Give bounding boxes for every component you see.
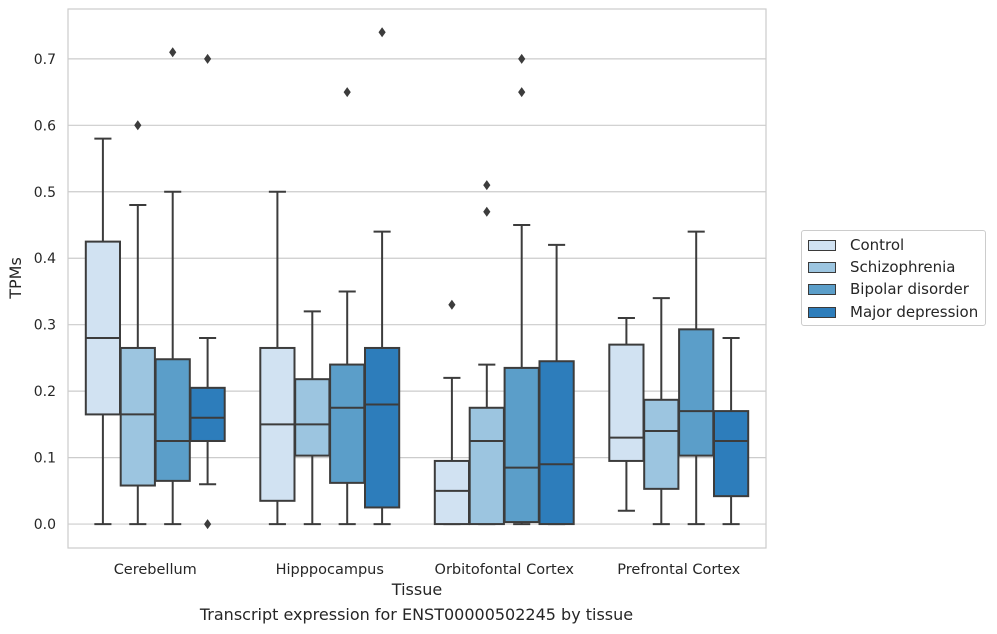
y-tick-label: 0.6 [34,118,56,134]
box-plot [84,137,122,526]
figure-caption: Transcript expression for ENST0000050224… [199,605,634,624]
outlier-point [518,87,526,98]
outlier-point [343,87,351,98]
legend-swatch-control [808,239,836,251]
box-plot [608,317,645,512]
box-plot [538,243,575,526]
outlier-point [169,47,177,58]
box-iqr [643,398,680,490]
outlier-point [448,299,456,310]
x-tick-label: Hipppocampus [276,562,384,578]
box-plots [84,27,750,530]
box-plot [259,190,296,526]
plot-frame [67,8,767,549]
y-tick-label: 0.0 [34,517,56,533]
box-plot [294,310,331,526]
box-iqr [712,410,750,498]
x-axis-label: Tissue [391,580,442,599]
box-iqr [678,328,715,457]
y-tick-label: 0.3 [34,318,56,334]
legend-label-control: Control [850,236,905,254]
box-plot [363,27,401,526]
legend-item-major-depression: Major depression [808,302,978,322]
box-plot [119,120,156,526]
outlier-point [204,53,212,64]
legend-swatch-schizophrenia [808,261,836,273]
y-tick-label: 0.1 [34,451,56,467]
y-tick-label: 0.7 [34,52,56,68]
outlier-point [134,120,142,131]
legend-item-control: Control [808,235,904,255]
y-axis-label: TPMs [6,257,25,300]
y-tick-label: 0.4 [34,251,56,267]
legend-item-schizophrenia: Schizophrenia [808,257,955,277]
box-plot [468,180,505,526]
x-tick-label: Cerebellum [114,562,197,578]
box-iqr [433,459,471,526]
box-iqr [119,346,156,487]
box-plot [329,87,366,526]
box-iqr [538,360,575,526]
box-iqr [608,343,645,462]
outlier-point [378,27,386,38]
x-tick-label: Prefrontal Cortex [617,562,740,578]
legend-label-major-depression: Major depression [850,303,979,321]
box-iqr [329,363,366,484]
legend-item-bipolar-disorder: Bipolar disorder [808,279,969,299]
outlier-point [518,53,526,64]
box-iqr [154,358,191,482]
legend-label-bipolar-disorder: Bipolar disorder [850,280,969,298]
box-plot [433,299,471,526]
box-plot [712,336,750,526]
box-plot [189,53,226,530]
axis-ticks: 0.0 0.1 0.2 0.3 0.4 0.5 0.6 0.7 Cerebellum Hipppo… [34,52,741,578]
box-plot [154,47,191,526]
x-tick-label: Orbitofontal Cortex [435,562,575,578]
box-iqr [468,406,505,526]
outlier-point [483,206,491,217]
y-tick-label: 0.5 [34,185,56,201]
outlier-point [483,180,491,191]
box-iqr [84,240,122,416]
box-plot [643,297,680,526]
legend-label-schizophrenia: Schizophrenia [850,258,956,276]
legend-swatch-bipolar-disorder [808,283,836,295]
box-iqr [363,346,401,509]
box-iqr [189,386,226,442]
legend-swatch-major-depression [808,306,836,318]
y-tick-label: 0.2 [34,384,56,400]
legend: Control Schizophrenia Bipolar disorder M… [801,230,986,326]
box-iqr [503,366,540,524]
box-plot [678,230,715,526]
box-iqr [294,378,331,457]
outlier-point [204,519,212,530]
box-plot [503,53,540,526]
